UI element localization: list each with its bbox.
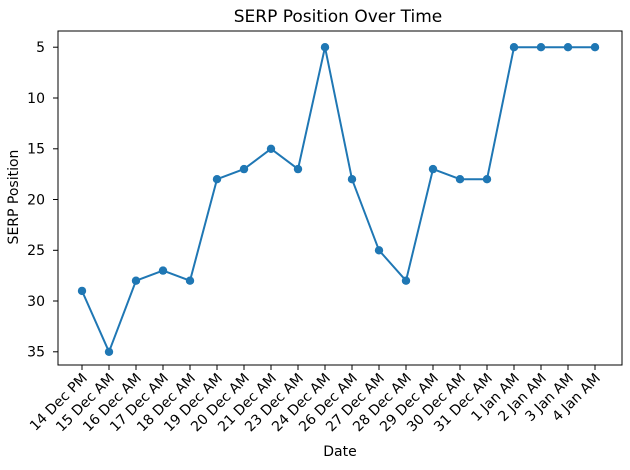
data-point [536, 43, 546, 52]
data-point [482, 175, 492, 184]
data-point [212, 175, 222, 184]
data-point [104, 347, 114, 356]
data-point [266, 144, 276, 153]
data-point [509, 43, 519, 52]
y-tick-label: 15 [27, 142, 45, 158]
data-point [185, 276, 195, 285]
serp-position-line [81, 46, 596, 353]
y-tick-label: 20 [27, 192, 45, 208]
chart-title: SERP Position Over Time [234, 7, 443, 27]
plot-border [57, 30, 623, 366]
data-point [239, 164, 249, 174]
y-axis-label: SERP Position [6, 150, 22, 245]
data-point [77, 286, 87, 296]
y-tick-label: 10 [27, 91, 45, 107]
data-point [563, 43, 573, 52]
data-point [374, 246, 384, 255]
data-point [428, 164, 438, 174]
data-point [320, 43, 330, 52]
y-tick-label: 5 [36, 40, 45, 56]
data-point [131, 276, 141, 285]
data-point [293, 164, 303, 174]
data-point [158, 266, 168, 275]
x-axis-label: Date [323, 444, 356, 460]
data-point [401, 276, 411, 285]
y-tick-label: 30 [27, 294, 45, 310]
data-point [455, 175, 465, 184]
y-tick-label: 25 [27, 243, 45, 259]
y-tick-label: 35 [27, 345, 45, 361]
data-point [590, 43, 600, 52]
data-point [347, 175, 357, 184]
